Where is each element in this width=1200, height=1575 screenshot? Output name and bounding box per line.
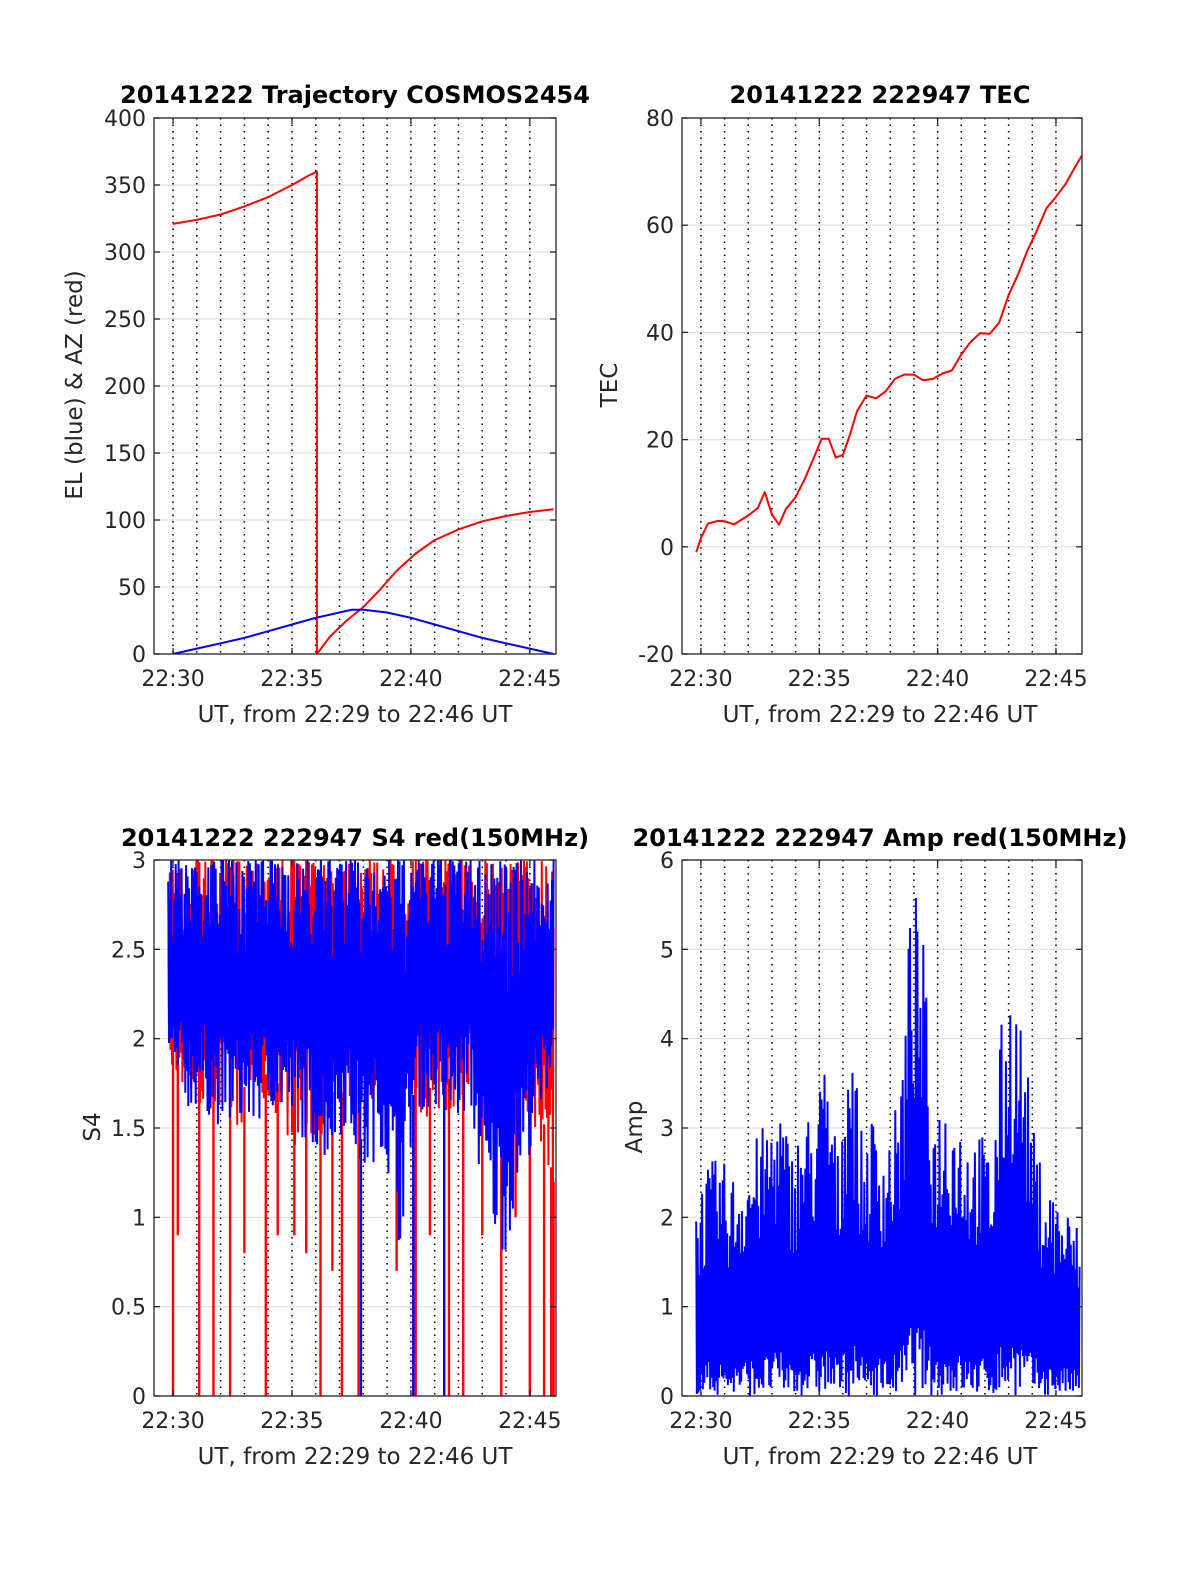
tec-ylabel: TEC: [597, 363, 623, 409]
amp-xtick-label-0: 22:30: [669, 1409, 732, 1434]
trajectory-xtick-label-1: 22:35: [260, 667, 323, 692]
trajectory-title: 20141222 Trajectory COSMOS2454: [120, 81, 590, 109]
s4-plot-area: 0 0.5 1 1.5 2 2.5 3 22:30 22:35 22:40 22:45: [111, 849, 562, 1434]
s4-ytick-label-6: 3: [132, 849, 146, 874]
trajectory-ylabel: EL (blue) & AZ (red): [62, 270, 88, 499]
amp-xtick-label-1: 22:35: [788, 1409, 851, 1434]
tec-xtick-label-2: 22:40: [906, 667, 969, 692]
trajectory-ytick-label-0: 0: [132, 643, 146, 668]
trajectory-ytick-label-6: 300: [104, 241, 146, 266]
s4-series-1: [167, 860, 555, 1250]
tec-ytick-label-5: 80: [646, 107, 674, 132]
tec-series-group: [695, 154, 1082, 553]
trajectory-plot-area: 0 50 100 150 200 250 300 350 400 22:30 22:35 22:40 2…: [104, 107, 562, 692]
s4-title: 20141222 222947 S4 red(150MHz): [121, 824, 589, 852]
s4-ytick-label-3: 1.5: [111, 1117, 146, 1142]
amp-plot-area: 0 1 2 3 4 5 6 22:30 22:35 22:40 22:45: [660, 849, 1088, 1434]
panel-trajectory: 20141222 Trajectory COSMOS2454 EL (blue)…: [62, 81, 590, 728]
trajectory-xlabel: UT, from 22:29 to 22:46 UT: [198, 702, 514, 728]
amp-ylabel: Amp: [622, 1101, 648, 1154]
tec-title: 20141222 222947 TEC: [730, 81, 1031, 109]
trajectory-series-group: [172, 170, 554, 654]
tec-ytick-label-0: -20: [638, 643, 674, 668]
trajectory-ytick-label-1: 50: [118, 576, 146, 601]
trajectory-series-1: [172, 608, 554, 654]
tec-ytick-label-2: 20: [646, 429, 674, 454]
amp-xtick-label-2: 22:40: [906, 1409, 969, 1434]
tec-series-0: [695, 154, 1082, 553]
tec-ytick-label-3: 40: [646, 321, 674, 346]
trajectory-xtick-label-0: 22:30: [141, 667, 204, 692]
s4-ytick-label-1: 0.5: [111, 1296, 146, 1321]
tec-plot-area: -20 0 20 40 60 80 22:30 22:35 22:40 22:45: [638, 107, 1088, 692]
s4-series-group: [167, 860, 555, 1396]
tec-xtick-label-3: 22:45: [1024, 667, 1087, 692]
s4-ytick-label-4: 2: [132, 1028, 146, 1053]
s4-xtick-label-0: 22:30: [141, 1409, 204, 1434]
amp-series-0: [695, 897, 1081, 1396]
amp-ytick-label-6: 6: [660, 849, 674, 874]
s4-xtick-label-3: 22:45: [498, 1409, 561, 1434]
amp-title: 20141222 222947 Amp red(150MHz): [633, 824, 1128, 852]
s4-ytick-label-0: 0: [132, 1385, 146, 1410]
tec-xtick-label-1: 22:35: [788, 667, 851, 692]
trajectory-ytick-label-3: 150: [104, 442, 146, 467]
trajectory-ytick-label-7: 350: [104, 174, 146, 199]
trajectory-ytick-label-2: 100: [104, 509, 146, 534]
trajectory-xtick-label-3: 22:45: [498, 667, 561, 692]
amp-xlabel: UT, from 22:29 to 22:46 UT: [723, 1444, 1039, 1470]
amp-series-group: [695, 897, 1081, 1396]
s4-xtick-label-2: 22:40: [379, 1409, 442, 1434]
amp-ytick-label-0: 0: [660, 1385, 674, 1410]
s4-ytick-label-2: 1: [132, 1206, 146, 1231]
s4-xlabel: UT, from 22:29 to 22:46 UT: [198, 1444, 514, 1470]
trajectory-ytick-label-4: 200: [104, 375, 146, 400]
tec-axes-frame: [681, 117, 1083, 655]
s4-ylabel: S4: [80, 1112, 106, 1141]
tec-ytick-label-4: 60: [646, 214, 674, 239]
tec-xtick-label-0: 22:30: [669, 667, 732, 692]
trajectory-xtick-label-2: 22:40: [379, 667, 442, 692]
amp-ytick-label-2: 2: [660, 1206, 674, 1231]
amp-xtick-label-3: 22:45: [1024, 1409, 1087, 1434]
amp-ytick-label-5: 5: [660, 938, 674, 963]
s4-ytick-label-5: 2.5: [111, 938, 146, 963]
panel-amp: 20141222 222947 Amp red(150MHz) Amp UT, …: [622, 824, 1127, 1470]
s4-xtick-label-1: 22:35: [260, 1409, 323, 1434]
trajectory-ytick-label-5: 250: [104, 308, 146, 333]
trajectory-series-0: [172, 170, 554, 654]
tec-ytick-label-1: 0: [660, 536, 674, 561]
tec-xlabel: UT, from 22:29 to 22:46 UT: [723, 702, 1039, 728]
amp-ytick-label-4: 4: [660, 1028, 674, 1053]
amp-ytick-label-3: 3: [660, 1117, 674, 1142]
amp-ytick-label-1: 1: [660, 1296, 674, 1321]
panel-s4: 20141222 222947 S4 red(150MHz) S4 UT, fr…: [80, 824, 589, 1470]
trajectory-ytick-label-8: 400: [104, 107, 146, 132]
panel-tec: 20141222 222947 TEC TEC UT, from 22:29 t…: [597, 81, 1088, 728]
